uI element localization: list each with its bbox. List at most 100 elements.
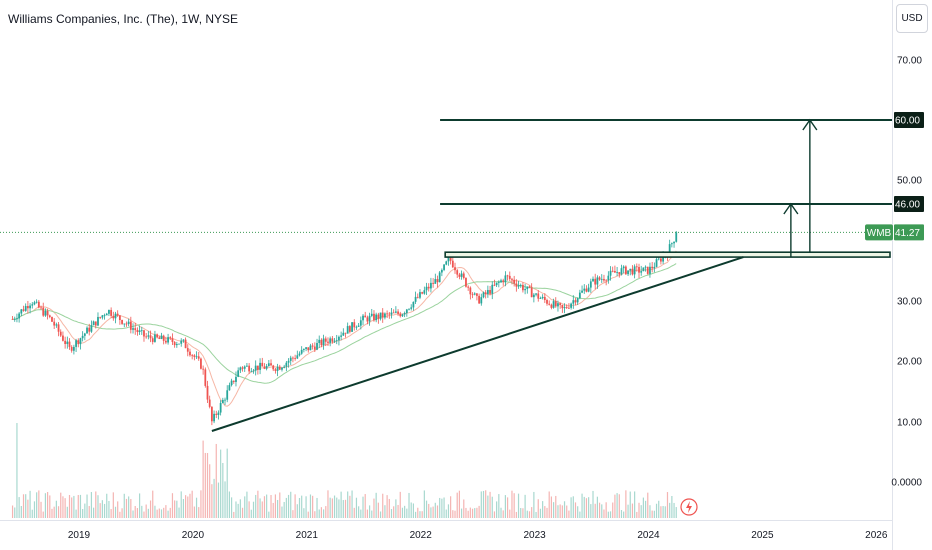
price-axis[interactable]: 70.00 50.00 30.00 20.00 10.00 0.0000 60.00 46.0… — [865, 56, 924, 489]
candle-body — [125, 323, 128, 325]
candle-body — [26, 306, 29, 309]
volume-bar — [93, 507, 95, 518]
candle-body — [622, 266, 625, 269]
candle-body — [528, 286, 531, 288]
candle-body — [285, 362, 288, 367]
volume-bar — [662, 506, 664, 518]
candle-body — [394, 311, 397, 313]
candle-body — [151, 338, 154, 342]
volume-bar — [614, 494, 616, 518]
volume-bar — [410, 502, 412, 518]
volume-bar — [412, 503, 414, 518]
candle-body — [86, 327, 88, 334]
volume-bar — [360, 509, 362, 518]
candle-body — [655, 259, 658, 267]
candle-body — [57, 324, 60, 332]
volume-bar — [303, 508, 305, 518]
volume-bar — [454, 510, 456, 518]
volume-bar — [460, 508, 463, 518]
volume-bar — [79, 494, 82, 518]
volume-bar — [408, 492, 410, 518]
candle-body — [543, 296, 546, 301]
candle-body — [585, 288, 588, 292]
volume-bar — [281, 506, 283, 518]
volume-bar — [371, 510, 373, 518]
volume-bar — [612, 502, 614, 518]
volume-bar — [263, 496, 266, 518]
volume-bar — [561, 505, 563, 518]
volume-bar — [588, 497, 590, 518]
volume-bar — [88, 506, 90, 518]
volume-bar — [425, 500, 428, 518]
volume-bar — [180, 491, 182, 518]
candle-body — [110, 309, 113, 316]
volume-bar — [114, 506, 117, 518]
resistance-zone — [444, 251, 891, 258]
volume-bar — [476, 507, 478, 518]
candle-body — [129, 321, 132, 330]
candle-body — [373, 313, 375, 321]
volume-bar — [616, 493, 618, 518]
volume-bar — [174, 500, 176, 518]
candle-body — [592, 278, 594, 282]
volume-bar — [401, 507, 404, 518]
lightning-icon — [680, 498, 698, 516]
volume-bar — [375, 492, 377, 518]
volume-bar — [182, 499, 185, 518]
volume-bar — [526, 510, 528, 518]
volume-bar — [31, 509, 33, 518]
volume-bar — [200, 490, 202, 518]
volume-bar — [329, 497, 331, 518]
candle-body — [649, 266, 651, 274]
candle-body — [419, 292, 421, 298]
volume-bar — [638, 502, 640, 518]
volume-bar — [187, 496, 189, 518]
candle-body — [589, 281, 592, 288]
price-tick-label: 0.0000 — [891, 478, 922, 489]
candle-body — [274, 369, 277, 371]
volume-bar — [636, 511, 638, 518]
candle-body — [462, 273, 465, 278]
candle-body — [289, 357, 292, 361]
currency-selector[interactable]: USD — [896, 4, 928, 33]
volume-bar — [666, 492, 669, 518]
candle-body — [173, 341, 176, 346]
candle-body — [193, 355, 196, 357]
volume-bar — [539, 508, 542, 518]
candle-body — [660, 258, 662, 262]
candle-body — [158, 337, 161, 339]
volume-bar — [318, 509, 320, 518]
candle-body — [434, 279, 437, 284]
drawings[interactable] — [0, 118, 892, 432]
volume-bar — [143, 511, 145, 518]
volume-bar — [404, 505, 406, 518]
volume-bar — [147, 508, 149, 518]
volume-bar — [322, 509, 325, 518]
candle-body — [594, 278, 597, 285]
candle-body — [46, 310, 49, 316]
moving-averages — [12, 250, 677, 407]
candle-body — [635, 266, 638, 268]
candle-body — [224, 399, 226, 401]
volume-bar — [528, 511, 531, 518]
candle-body — [552, 301, 555, 308]
candle-body — [651, 266, 654, 269]
candle-body — [53, 321, 56, 326]
time-axis[interactable]: 2019 2020 2021 2022 2023 2024 2025 2026 — [68, 530, 888, 541]
time-tick-label: 2026 — [865, 530, 888, 541]
candle-body — [605, 280, 608, 282]
candle-body — [24, 306, 27, 311]
candle-body — [79, 338, 82, 345]
candle-body — [112, 315, 115, 319]
volume-bar — [362, 496, 364, 518]
volume-bar — [445, 509, 447, 518]
candle-body — [320, 339, 323, 346]
volume-bar — [215, 443, 217, 518]
candle-body — [473, 293, 476, 295]
volume-bar — [42, 511, 44, 518]
candle-body — [561, 304, 564, 309]
candle-body — [300, 349, 303, 354]
volume-bar — [333, 495, 336, 518]
